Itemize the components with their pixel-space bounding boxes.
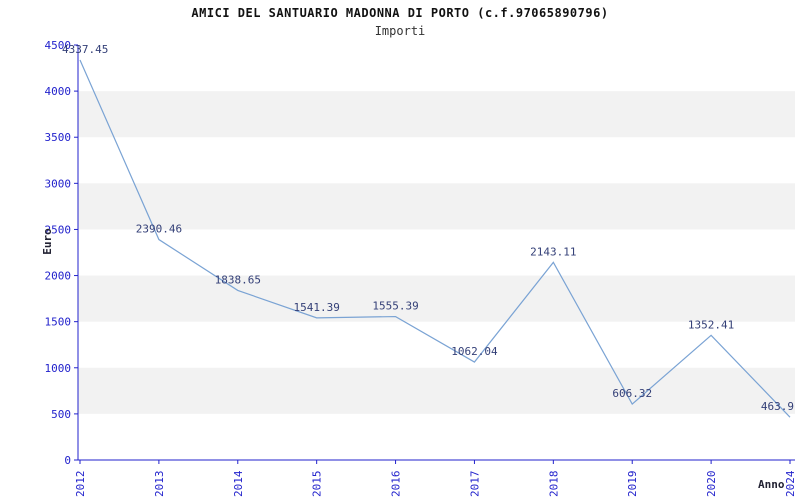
data-point-label: 1838.65 [215,273,261,286]
x-axis-title: Anno [758,478,785,491]
x-tick-label: 2018 [547,471,560,498]
x-tick-label: 2012 [74,471,87,498]
y-tick-label: 2000 [45,270,72,283]
y-axis-title: Euro [40,228,54,255]
data-point-label: 1555.39 [372,300,418,313]
data-point-label: 1541.39 [293,301,339,314]
x-tick-label: 2024 [784,470,797,497]
y-tick-label: 2500 [45,223,72,236]
y-tick-label: 3500 [45,131,72,144]
x-tick-label: 2016 [390,471,403,498]
y-tick-label: 1000 [45,362,72,375]
data-point-label: 4337.45 [62,43,108,56]
x-tick-label: 2019 [626,471,639,498]
data-point-label: 1062.04 [451,345,498,358]
series-line [79,59,791,418]
data-point-label: 463.9 [761,400,794,413]
data-point-label: 2390.46 [136,223,182,236]
y-tick-label: 0 [64,454,71,467]
plot-band [78,367,795,414]
y-tick-label: 3000 [45,177,72,190]
data-point-label: 1352.41 [688,318,734,331]
chart-subtitle: Importi [374,24,426,38]
data-point-label: 2143.11 [530,245,576,258]
x-tick-label: 2015 [311,471,324,498]
y-tick-label: 500 [51,408,71,421]
x-tick-label: 2013 [153,471,166,498]
chart-title: AMICI DEL SANTUARIO MADONNA DI PORTO (c.… [191,6,609,20]
y-tick-label: 1500 [45,316,72,329]
plot-band [78,275,795,322]
data-point-label: 606.32 [612,387,652,400]
x-tick-label: 2017 [468,471,481,498]
y-tick-label: 4000 [45,85,72,98]
x-tick-label: 2020 [705,471,718,498]
x-tick-label: 2014 [232,470,245,497]
plot-band [78,91,795,138]
plot-band [78,183,795,230]
y-tick-label: 4500 [45,39,72,52]
